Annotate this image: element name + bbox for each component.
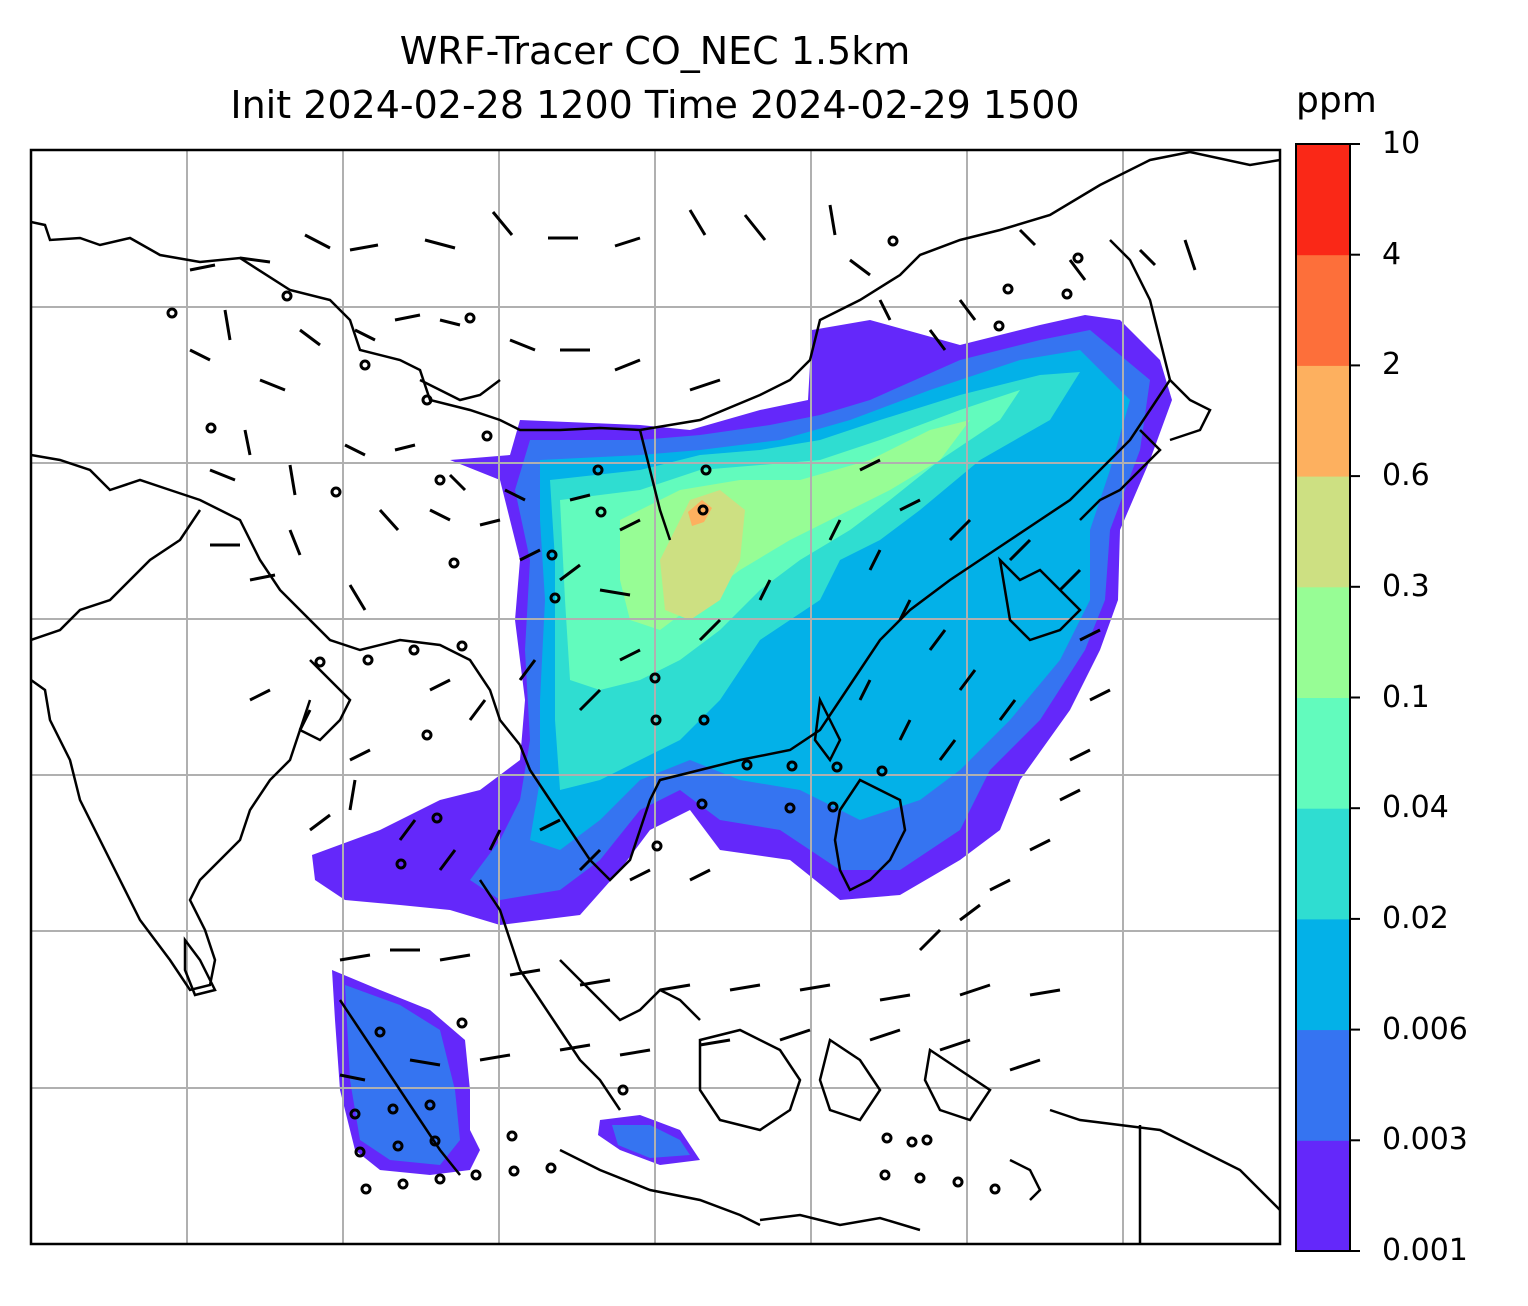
colorbar-segment-2 [1296,918,1350,1031]
colorbar-tick-label: 0.02 [1382,900,1449,936]
coastlines [31,150,1280,1244]
conc-band-6 [660,490,745,620]
colorbar-segment-4 [1296,697,1350,809]
colorbar-tick-label: 10 [1382,126,1421,161]
colorbar-segment-3 [1296,808,1350,920]
colorbar-tick-label: 0.001 [1382,1233,1468,1268]
wind-barbs [189,204,1197,1082]
colorbar-tick-label: 0.003 [1382,1122,1468,1158]
colorbar-tick-label: 0.1 [1382,679,1430,715]
colorbar-tick-label: 0.006 [1382,1011,1468,1047]
map-frame [29,148,1282,1246]
colorbar-frame [1295,143,1351,1252]
calm-wind-markers [166,235,1084,1195]
concentration-field [312,315,1172,1175]
conc-band-1-south [345,985,460,1165]
map-title-line2: Init 2024-02-28 1200 Time 2024-02-29 150… [230,83,1080,127]
colorbar-segment-6 [1296,476,1350,588]
colorbar-segment-9 [1296,144,1350,256]
colorbar-segment-7 [1296,365,1350,477]
colorbar-tick-label: 4 [1382,236,1402,272]
map-title-line1: WRF-Tracer CO_NEC 1.5km [399,29,911,73]
conc-band-1-south2 [612,1125,690,1158]
colorbar [1296,143,1360,1252]
colorbar-segment-0 [1296,1140,1350,1252]
colorbar-segment-5 [1296,586,1350,698]
colorbar-tick-label: 0.6 [1382,458,1430,494]
colorbar-tick-label: 0.04 [1382,790,1449,826]
colorbar-segment-8 [1296,254,1350,366]
gridlines [31,150,1280,1244]
colorbar-tick-label: 0.3 [1382,568,1430,604]
colorbar-tick-label: 2 [1382,347,1402,383]
colorbar-segment-1 [1296,1029,1350,1141]
colorbar-unit-label: ppm [1296,80,1377,121]
